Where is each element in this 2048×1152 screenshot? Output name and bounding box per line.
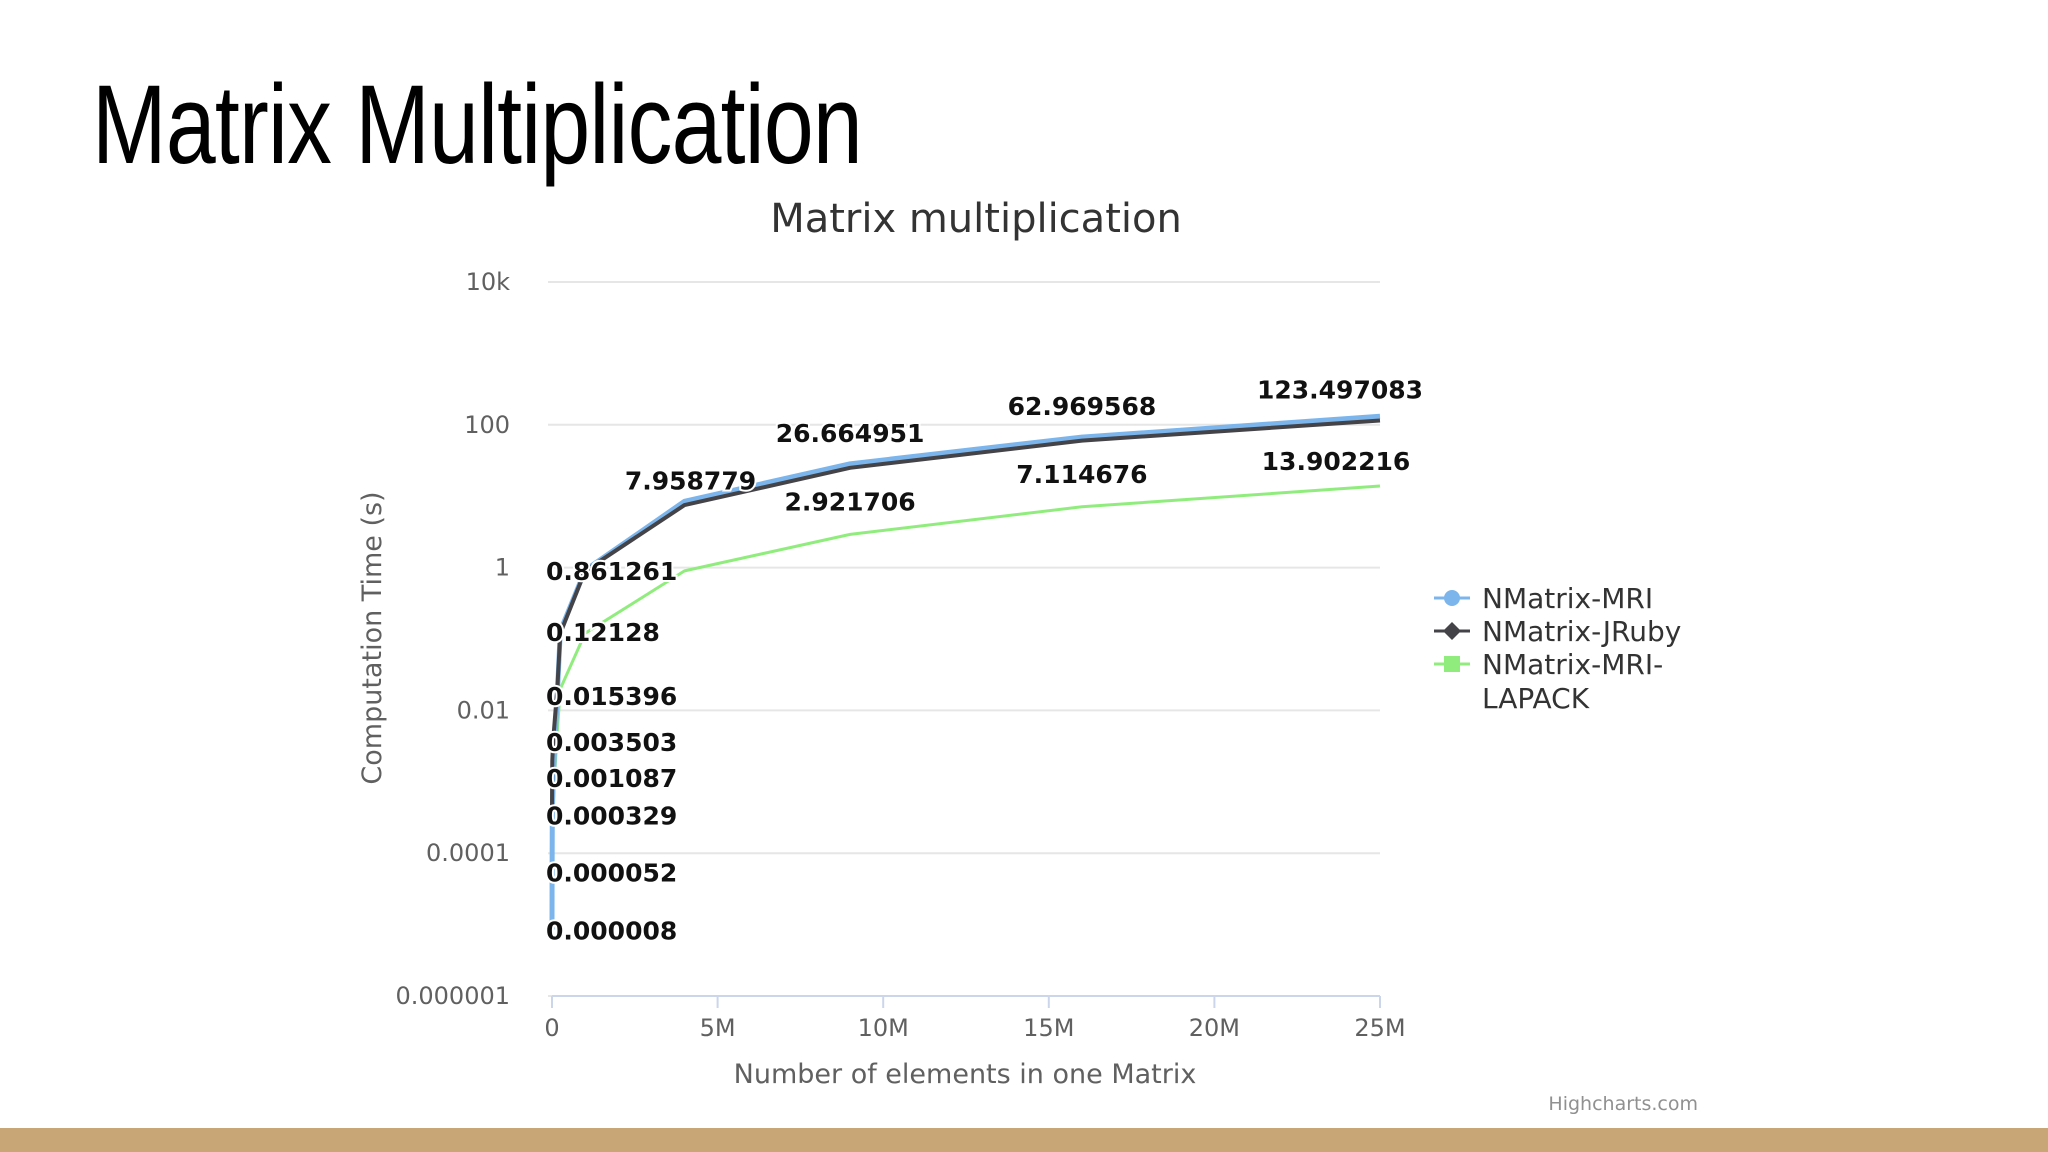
legend-label: LAPACK: [1482, 682, 1590, 715]
data-label: 7.114676: [1016, 460, 1147, 489]
slide-bottom-bar: [0, 1128, 2048, 1152]
slide-title: Matrix Multiplication: [92, 62, 863, 187]
legend-label: NMatrix-MRI: [1482, 582, 1653, 615]
data-label: 0.003503: [546, 728, 677, 757]
diamond-marker-icon: [1443, 622, 1461, 640]
x-tick-label: 0: [544, 1014, 559, 1042]
axes: 0.000001 0.0001 0.01 1 100 10k 0 5M 10M 15M 20M 25M: [395, 268, 1405, 1042]
legend-item-nmatrix-mri-lapack[interactable]: NMatrix-MRI-LAPACK: [1434, 648, 1663, 715]
grid-lines: [548, 281, 1380, 997]
y-tick-label: 0.000001: [395, 982, 510, 1010]
highcharts-credits[interactable]: Highcharts.com: [1548, 1093, 1698, 1115]
data-label: 26.664951: [776, 419, 925, 448]
legend[interactable]: NMatrix-MRINMatrix-JRubyNMatrix-MRI-LAPA…: [1434, 582, 1681, 715]
x-tick-label: 15M: [1023, 1014, 1074, 1042]
series-line-nmatrix-jruby[interactable]: [550, 418, 1381, 820]
data-label: 0.015396: [546, 682, 677, 711]
legend-item-nmatrix-jruby[interactable]: NMatrix-JRuby: [1434, 615, 1681, 648]
data-label: 0.001087: [546, 764, 677, 793]
data-label: 2.921706: [784, 487, 915, 516]
data-label: 123.497083: [1257, 375, 1423, 404]
data-label: 0.861261: [546, 557, 677, 586]
data-label: 13.902216: [1262, 447, 1411, 476]
data-label: 0.000052: [546, 858, 677, 887]
y-axis-title: Computation Time (s): [357, 491, 388, 784]
legend-label: NMatrix-JRuby: [1482, 615, 1681, 648]
chart-title: Matrix multiplication: [770, 196, 1182, 242]
matrix-multiplication-chart: 0.000001 0.0001 0.01 1 100 10k 0 5M 10M 15M 20M 25M…: [357, 196, 1698, 1115]
y-tick-label: 10k: [466, 268, 511, 296]
series-lines: [549, 413, 1381, 930]
data-label: 7.958779: [625, 466, 756, 495]
y-tick-label: 0.0001: [426, 839, 510, 867]
data-label: 62.969568: [1008, 392, 1157, 421]
x-tick-label: 10M: [858, 1014, 909, 1042]
legend-item-nmatrix-mri[interactable]: NMatrix-MRI: [1434, 582, 1653, 615]
square-marker-icon: [1444, 656, 1460, 672]
y-tick-label: 100: [464, 411, 510, 439]
x-tick-label: 5M: [700, 1014, 736, 1042]
data-labels: 0.000008 0.000052 0.000329 0.001087 0.003503…: [544, 373, 1425, 947]
circle-marker-icon: [1444, 590, 1460, 606]
x-tick-label: 25M: [1354, 1014, 1405, 1042]
legend-label: NMatrix-MRI-: [1482, 648, 1663, 681]
y-tick-label: 0.01: [457, 696, 510, 724]
y-tick-label: 1: [495, 554, 510, 582]
x-tick-label: 20M: [1189, 1014, 1240, 1042]
data-label: 0.000329: [546, 801, 677, 830]
data-label: 0.000008: [546, 917, 677, 946]
data-label: 0.12128: [546, 618, 660, 647]
x-axis-title: Number of elements in one Matrix: [734, 1059, 1197, 1090]
